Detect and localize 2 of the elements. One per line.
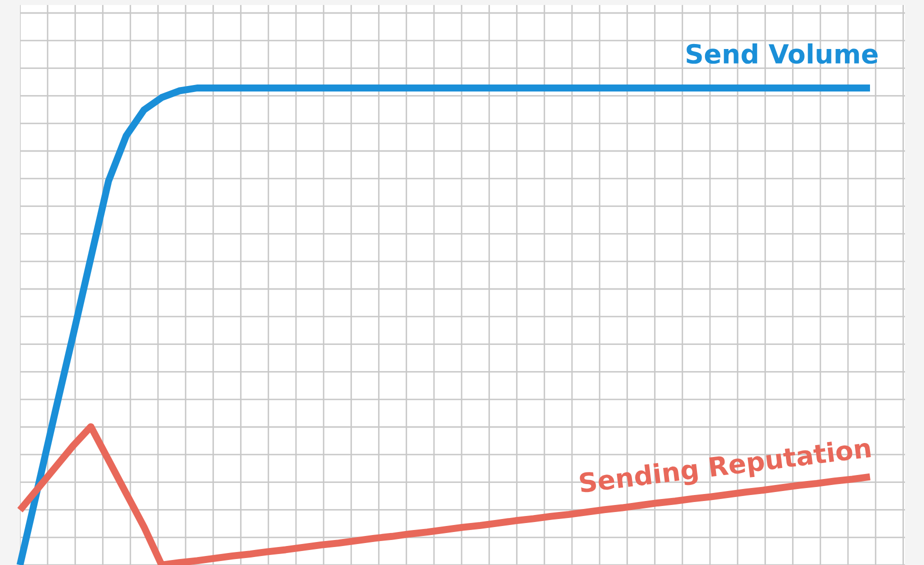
text: Sending Reputation xyxy=(579,437,872,498)
series-label: Send Volume xyxy=(686,43,878,64)
